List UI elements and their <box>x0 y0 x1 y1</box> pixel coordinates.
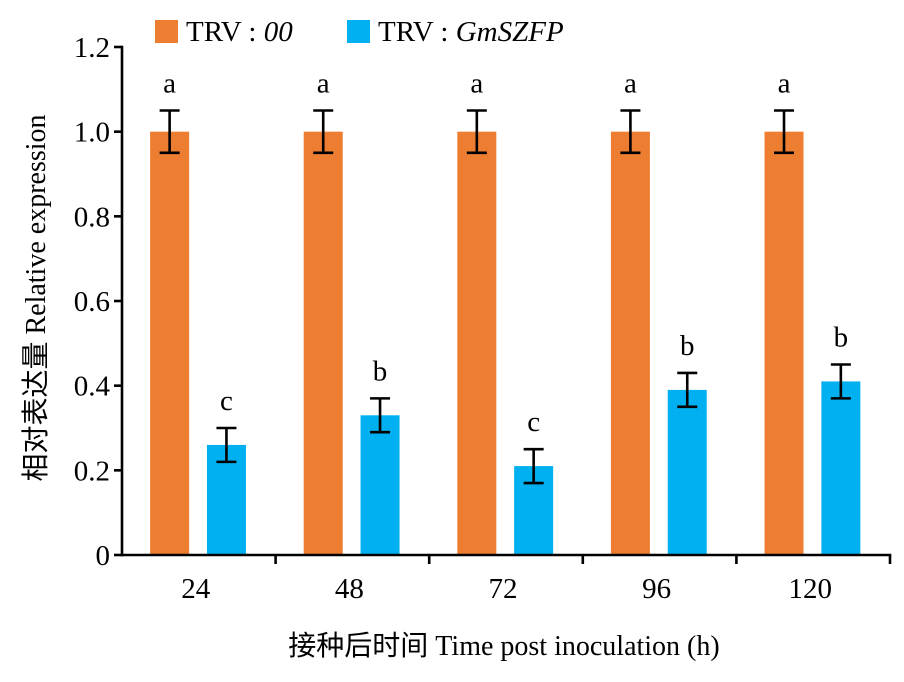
bars <box>150 131 861 555</box>
y-tick-label: 0.6 <box>74 286 110 318</box>
bar-series1-72 <box>457 131 497 555</box>
significance-label-series2-24: c <box>220 385 233 417</box>
error-bar-series2-120 <box>830 363 851 400</box>
x-tick-label-96: 96 <box>642 573 671 605</box>
y-axis-label: 相对表达量 Relative expression <box>20 114 52 481</box>
error-bar-series1-24 <box>159 109 180 155</box>
error-bar-series1-48 <box>313 109 334 155</box>
error-bar-series2-24 <box>216 426 237 464</box>
x-ticks: 24 48 72 96 120 <box>181 555 892 605</box>
bar-series1-24 <box>150 131 190 555</box>
y-tick-label: 0.8 <box>74 201 110 233</box>
y-ticks: 0 0.2 0.4 0.6 0.8 1.0 1.2 <box>74 32 122 572</box>
bar-series1-120 <box>764 131 804 555</box>
x-tick-label-24: 24 <box>181 573 211 605</box>
x-tick-label-72: 72 <box>489 573 518 605</box>
significance-label-series2-48: b <box>373 355 388 387</box>
legend-swatch-series1 <box>155 20 178 43</box>
error-bar-series2-72 <box>523 447 544 485</box>
legend-label-series1: TRV : 00 <box>186 16 293 48</box>
x-tick-label-120: 120 <box>788 573 832 605</box>
bar-series1-96 <box>610 131 650 555</box>
significance-label-series1-72: a <box>470 68 483 100</box>
error-bar-series2-48 <box>370 397 391 434</box>
significance-label-series1-96: a <box>624 68 637 100</box>
bar-series2-48 <box>360 415 400 555</box>
legend-swatch-series2 <box>347 20 370 43</box>
x-axis-label: 接种后时间 Time post inoculation (h) <box>288 630 719 662</box>
y-tick-label: 1.0 <box>74 117 110 149</box>
legend-label-italic: 00 <box>264 16 294 48</box>
legend-label-series2: TRV : GmSZFP <box>378 16 564 48</box>
y-tick-label: 0.2 <box>74 455 110 487</box>
bar-series2-120 <box>821 381 861 555</box>
y-tick-label: 1.2 <box>74 32 110 64</box>
bar-series1-48 <box>303 131 343 555</box>
bar-series2-96 <box>667 389 707 555</box>
bar-series2-24 <box>206 444 246 555</box>
legend-label-prefix: TRV : <box>378 16 456 48</box>
y-tick-label: 0.4 <box>74 371 111 403</box>
x-tick-label-48: 48 <box>335 573 364 605</box>
significance-label-series1-24: a <box>163 68 176 100</box>
legend-label-italic: GmSZFP <box>456 16 564 48</box>
significance-label-series2-96: b <box>680 330 695 362</box>
significance-label-series1-120: a <box>778 68 791 100</box>
error-bar-series1-72 <box>466 109 487 155</box>
error-bar-series1-120 <box>774 109 795 155</box>
error-bar-series1-96 <box>620 109 641 155</box>
error-bar-series2-96 <box>677 371 698 409</box>
significance-label-series2-72: c <box>527 406 540 438</box>
legend-label-prefix: TRV : <box>186 16 264 48</box>
error-bars <box>159 109 851 485</box>
significance-label-series1-48: a <box>317 68 330 100</box>
significance-labels: a a a a a c b c b b <box>163 68 848 439</box>
legend: TRV : 00 TRV : GmSZFP <box>155 16 564 48</box>
y-tick-label: 0 <box>96 540 111 572</box>
significance-label-series2-120: b <box>834 322 849 354</box>
